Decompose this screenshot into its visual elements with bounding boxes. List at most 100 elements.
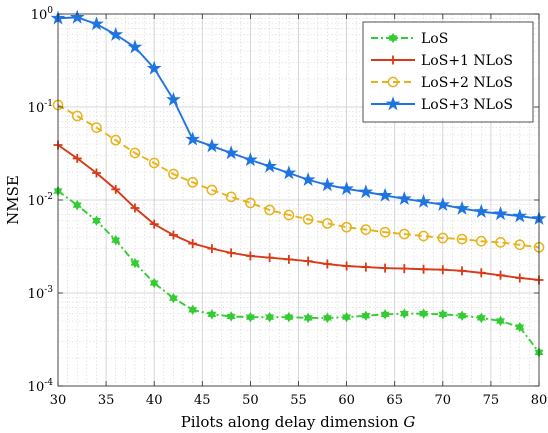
data-point — [284, 254, 294, 264]
x-tick-label: 80 — [531, 393, 548, 408]
series-1 — [53, 185, 544, 358]
data-point — [168, 292, 178, 304]
data-point — [223, 145, 239, 160]
data-point — [91, 215, 101, 226]
data-point — [108, 26, 124, 41]
data-point — [419, 308, 429, 319]
data-point — [476, 312, 486, 324]
y-tick-label: 10-2 — [28, 192, 53, 209]
series-line — [57, 190, 540, 353]
legend-label: LoS+1 NLoS — [421, 53, 513, 69]
data-point — [265, 311, 275, 323]
y-tick-label: 10-3 — [28, 285, 54, 302]
data-point — [168, 230, 178, 240]
data-point — [149, 219, 159, 229]
data-point — [438, 265, 448, 275]
legend-label: LoS+2 NLoS — [421, 75, 513, 91]
data-point — [380, 309, 390, 320]
data-point — [148, 157, 160, 169]
data-point — [495, 237, 506, 248]
data-point — [457, 266, 467, 276]
ticks: 30 35 40 45 50 55 60 65 70 75 80 10-4 10-3 10-2 10-1 10… — [28, 6, 548, 408]
series-2 — [53, 140, 544, 285]
data-point — [361, 262, 371, 272]
y-tick-label: 10-4 — [28, 378, 54, 395]
legend-marker — [388, 55, 398, 65]
data-point — [188, 304, 198, 315]
legend-label: LoS — [421, 31, 448, 47]
data-point — [438, 309, 448, 320]
y-axis-label: NMSE — [4, 175, 22, 225]
data-point — [226, 311, 236, 322]
x-axis-label: Pilots along delay dimension G — [181, 413, 416, 431]
data-point — [342, 311, 352, 323]
data-point — [91, 122, 102, 133]
data-point — [281, 165, 297, 180]
data-point — [262, 158, 277, 173]
series-3 — [52, 99, 545, 253]
x-axis-label-text: Pilots along delay dimension — [181, 413, 399, 431]
data-point — [399, 308, 409, 319]
data-point — [129, 147, 141, 159]
x-tick-label: 65 — [386, 393, 403, 408]
x-tick-label: 60 — [338, 393, 355, 408]
data-point — [146, 60, 162, 75]
data-point — [416, 193, 431, 208]
data-point — [71, 110, 83, 122]
data-point — [496, 270, 506, 280]
data-point — [380, 263, 390, 273]
legend-entry: LoS — [371, 31, 448, 47]
data-point — [515, 321, 525, 333]
legend-entry: LoS+1 NLoS — [371, 53, 513, 69]
data-point — [339, 181, 354, 196]
data-point — [264, 204, 275, 216]
data-point — [302, 213, 314, 225]
x-tick-label: 55 — [290, 393, 307, 408]
data-point — [166, 91, 181, 106]
data-point — [168, 168, 179, 180]
data-point — [320, 177, 335, 192]
data-point — [225, 191, 237, 203]
legend-label: LoS+3 NLoS — [421, 97, 513, 113]
data-point — [69, 9, 85, 24]
data-point — [130, 257, 140, 269]
data-point — [322, 218, 333, 229]
data-point — [72, 153, 82, 163]
data-point — [130, 203, 140, 213]
data-point — [418, 230, 429, 242]
data-point — [303, 256, 313, 266]
series-line — [57, 104, 540, 249]
data-point — [398, 228, 410, 240]
data-point — [89, 16, 104, 31]
data-point — [72, 199, 82, 211]
data-point — [379, 226, 391, 238]
data-point — [476, 268, 486, 278]
legend-marker — [387, 76, 399, 88]
x-tick-label: 45 — [194, 393, 211, 408]
data-point — [127, 39, 143, 54]
x-tick-label: 40 — [146, 393, 163, 408]
data-point — [265, 253, 275, 263]
x-tick-label: 50 — [242, 393, 259, 408]
x-axis-label-symbol: G — [403, 413, 415, 431]
data-point — [322, 312, 332, 324]
x-tick-label: 70 — [435, 393, 452, 408]
data-point — [454, 200, 470, 215]
data-point — [187, 176, 199, 188]
data-point — [245, 197, 256, 209]
data-point — [377, 187, 393, 202]
data-point — [496, 315, 506, 327]
data-point — [300, 172, 316, 187]
legend-marker — [388, 32, 398, 44]
x-tick-label: 75 — [483, 393, 500, 408]
data-point — [515, 273, 525, 283]
data-point — [512, 208, 528, 223]
data-point — [185, 131, 201, 146]
x-tick-label: 35 — [98, 393, 115, 408]
data-point — [475, 235, 487, 247]
data-point — [437, 232, 449, 244]
data-point — [245, 311, 255, 323]
data-point — [283, 209, 295, 221]
data-point — [399, 264, 409, 274]
data-point — [111, 184, 121, 194]
